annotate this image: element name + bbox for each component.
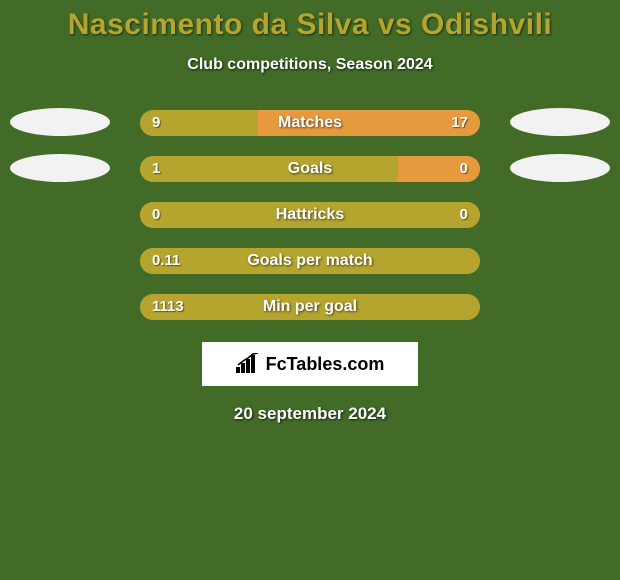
bar-track: 917Matches [140, 110, 480, 136]
bar-fill-left [140, 156, 398, 182]
bar-value-right: 17 [451, 110, 468, 136]
comparison-infographic: Nascimento da Silva vs Odishvili Club co… [0, 0, 620, 580]
comparison-row: 00Hattricks [0, 196, 620, 242]
page-title: Nascimento da Silva vs Odishvili [0, 8, 620, 42]
bar-fill-full [140, 248, 480, 274]
bar-value-right: 0 [460, 156, 468, 182]
club-badge-left [10, 108, 110, 136]
logo-text: FcTables.com [266, 354, 385, 375]
bar-value-left: 1113 [152, 294, 184, 320]
club-badge-right [510, 108, 610, 136]
comparison-row: 1113Min per goal [0, 288, 620, 334]
bars-container: 917Matches10Goals00Hattricks0.11Goals pe… [0, 104, 620, 334]
bar-value-left: 9 [152, 110, 160, 136]
comparison-row: 10Goals [0, 150, 620, 196]
comparison-row: 917Matches [0, 104, 620, 150]
logo-box: FcTables.com [202, 342, 418, 386]
bar-value-right: 0 [460, 202, 468, 228]
comparison-row: 0.11Goals per match [0, 242, 620, 288]
bar-track: 0.11Goals per match [140, 248, 480, 274]
bar-track: 00Hattricks [140, 202, 480, 228]
bar-track: 10Goals [140, 156, 480, 182]
bar-fill-full [140, 294, 480, 320]
date-line: 20 september 2024 [0, 404, 620, 424]
bar-fill-full [140, 202, 480, 228]
club-badge-right [510, 154, 610, 182]
bar-track: 1113Min per goal [140, 294, 480, 320]
site-logo: FcTables.com [236, 353, 385, 375]
bar-value-left: 1 [152, 156, 160, 182]
bar-value-left: 0 [152, 202, 160, 228]
barchart-icon [236, 353, 262, 375]
page-subtitle: Club competitions, Season 2024 [0, 56, 620, 74]
bar-value-left: 0.11 [152, 248, 180, 274]
club-badge-left [10, 154, 110, 182]
bar-fill-right [258, 110, 480, 136]
